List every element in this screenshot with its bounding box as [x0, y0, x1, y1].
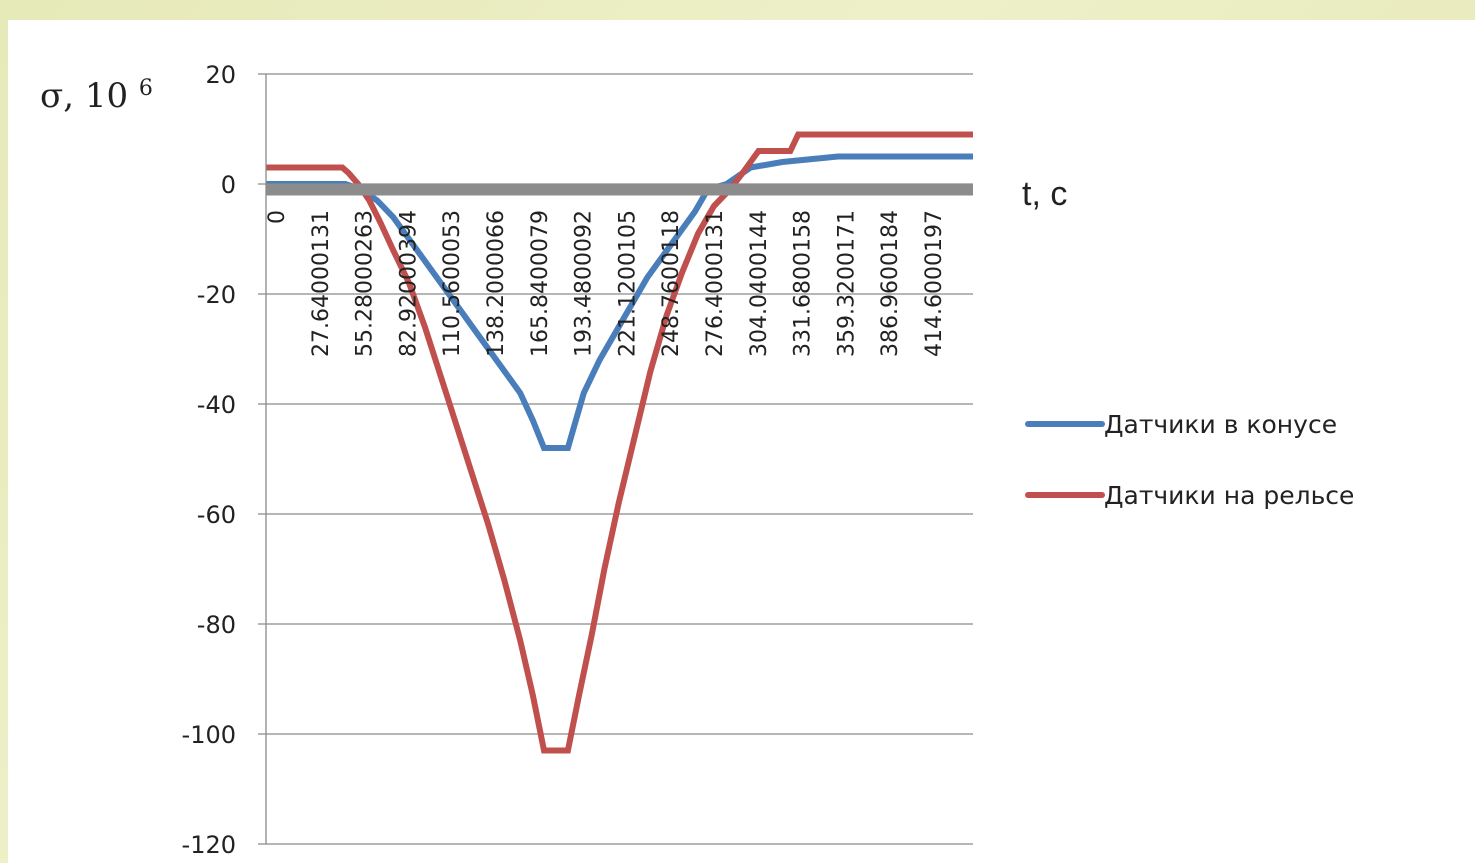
x-tick-label-7: 193.4800092: [572, 210, 597, 357]
chart-panel: 20 0 -20 -40 -60 -80 -100 -120 0 27.64000131 55.2…: [8, 20, 1475, 863]
x-tick-label-6: 165.8400079: [528, 210, 553, 357]
y-tick-labels: 20 0 -20 -40 -60 -80 -100 -120: [182, 61, 236, 859]
x-tick-label-4: 110.5600053: [440, 210, 465, 357]
x-axis-title: t, c: [1022, 175, 1067, 213]
y-tick-label-5: -80: [197, 611, 236, 639]
legend-label-rail: Датчики на рельсе: [1104, 481, 1354, 510]
y-tick-label-4: -60: [197, 501, 236, 529]
x-tick-label-1: 27.64000131: [309, 210, 334, 357]
y-tick-label-3: -40: [197, 391, 236, 419]
x-tick-label-12: 331.6800158: [791, 210, 816, 357]
x-tick-label-14: 386.9600184: [878, 210, 903, 357]
y-axis-title: σ, 10 6: [40, 76, 153, 116]
x-tick-label-5: 138.2000066: [484, 210, 509, 357]
x-tick-label-11: 304.0400144: [747, 210, 772, 357]
x-tick-label-13: 359.3200171: [834, 210, 859, 357]
x-tick-labels: 0 27.64000131 55.28000263 82.92000394 110.56…: [265, 210, 947, 357]
x-tick-label-0: 0: [265, 210, 290, 224]
line-chart: 20 0 -20 -40 -60 -80 -100 -120 0 27.64000131 55.2…: [40, 61, 1354, 859]
x-tick-label-2: 55.28000263: [353, 210, 378, 357]
x-tick-label-15: 414.6000197: [922, 210, 947, 357]
y-tick-label-7: -120: [182, 831, 236, 859]
series-lines: [266, 131, 973, 754]
y-tick-label-1: 0: [221, 171, 236, 199]
y-axis-title-exponent: 6: [139, 76, 153, 101]
legend-label-cone: Датчики в конусе: [1104, 410, 1337, 439]
series-line-rail: [266, 131, 973, 754]
x-tick-label-9: 248.7600118: [659, 210, 684, 357]
y-axis-title-text: σ, 10: [40, 76, 128, 116]
x-tick-label-8: 221.1200105: [615, 210, 640, 357]
x-tick-label-10: 276.4000131: [703, 210, 728, 357]
y-tick-label-2: -20: [197, 281, 236, 309]
y-tick-label-0: 20: [205, 61, 236, 89]
x-tick-label-3: 82.92000394: [396, 210, 421, 357]
y-tick-label-6: -100: [182, 721, 236, 749]
legend: Датчики в конусе Датчики на рельсе: [1025, 410, 1354, 510]
